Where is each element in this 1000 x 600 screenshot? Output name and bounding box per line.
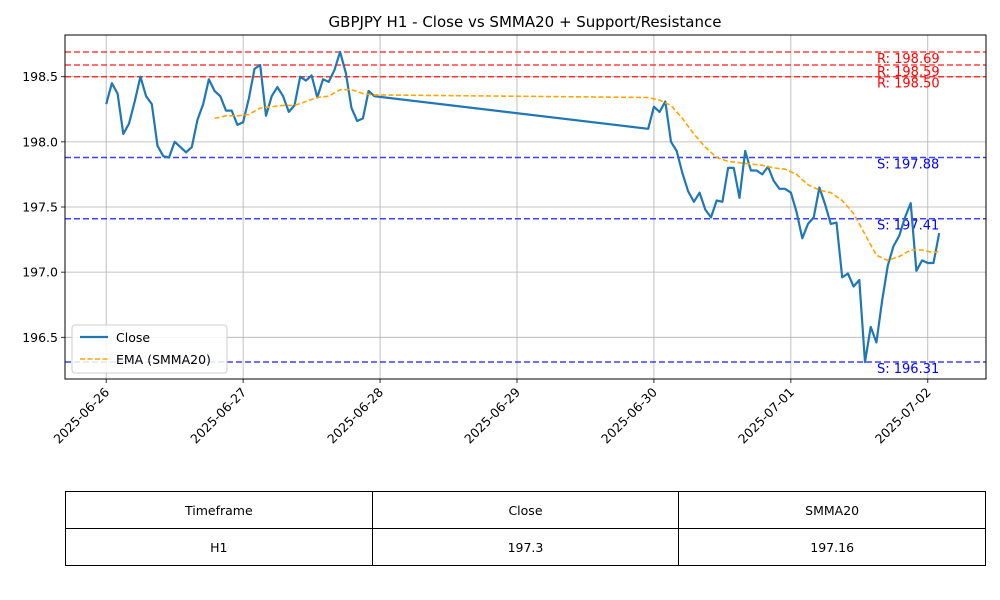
legend-label-smma: EMA (SMMA20) — [116, 352, 211, 367]
x-tick-label: 2025-06-30 — [598, 384, 660, 446]
levels: R: 198.69R: 198.59R: 198.50S: 197.88S: 1… — [65, 51, 986, 377]
resistance-label: R: 198.50 — [877, 77, 940, 92]
table-header-cell: SMMA20 — [678, 491, 986, 529]
y-tick-label: 198.5 — [22, 69, 58, 84]
series-line-smma20 — [214, 88, 940, 262]
table-header-cell: Timeframe — [65, 491, 373, 529]
series-line-close — [105, 50, 941, 364]
resistance-label: R: 198.69 — [877, 52, 940, 67]
x-tick-label: 2025-06-27 — [187, 385, 249, 447]
table-header-row: Timeframe Close SMMA20 — [65, 491, 986, 529]
chart-title: GBPJPY H1 - Close vs SMMA20 + Support/Re… — [329, 13, 722, 31]
legend-label-close: Close — [116, 330, 150, 345]
x-tick-label: 2025-06-26 — [50, 384, 112, 446]
table-row: H1 197.3 197.16 — [65, 528, 986, 566]
x-tick-label: 2025-07-02 — [872, 385, 934, 447]
summary-table: Timeframe Close SMMA20 H1 197.3 197.16 — [65, 491, 986, 566]
x-tick-label: 2025-06-28 — [324, 384, 386, 446]
chart: R: 198.69R: 198.59R: 198.50S: 197.88S: 1… — [22, 13, 987, 447]
legend-box — [71, 324, 228, 374]
series — [105, 50, 941, 364]
legend: Close EMA (SMMA20) — [71, 324, 228, 374]
support-label: S: 196.31 — [877, 362, 939, 377]
y-tick-label: 197.0 — [22, 265, 58, 280]
table-cell: 197.3 — [371, 528, 680, 566]
table-cell: H1 — [65, 528, 373, 566]
y-tick-label: 196.5 — [22, 330, 58, 345]
support-label: S: 197.88 — [877, 157, 939, 172]
x-tick-label: 2025-06-29 — [461, 384, 523, 446]
y-tick-label: 197.5 — [22, 200, 58, 215]
x-tick-label: 2025-07-01 — [735, 385, 797, 447]
table-cell: 197.16 — [678, 528, 986, 566]
support-label: S: 197.41 — [877, 219, 939, 234]
table-header-cell: Close — [371, 491, 680, 529]
y-tick-label: 198.0 — [22, 134, 58, 149]
